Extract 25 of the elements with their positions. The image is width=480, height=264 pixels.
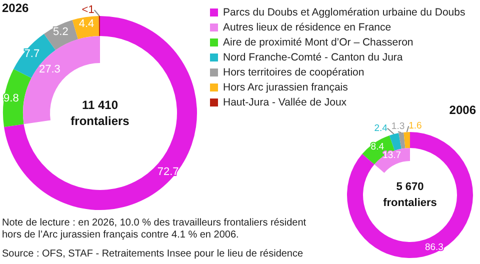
data-label: 2.4 <box>374 122 388 134</box>
data-label: 4.4 <box>78 18 94 30</box>
legend-label: Hors Arc jurassien français <box>223 82 348 94</box>
data-label: <1 <box>82 4 94 16</box>
chart-title: 2006 <box>449 103 476 117</box>
data-label: 86.3 <box>424 242 444 254</box>
chart-title: 2026 <box>2 1 30 15</box>
data-label: 8.4 <box>370 142 384 153</box>
data-label: 5.2 <box>53 26 68 38</box>
legend-label: Haut-Jura - Vallée de Joux <box>223 96 348 108</box>
legend-label: Nord Franche-Comté - Canton du Jura <box>223 52 403 64</box>
legend-label: Hors territoires de coopération <box>223 66 364 78</box>
text: 5 670 frontaliers <box>383 181 437 209</box>
data-label: 27.3 <box>38 63 60 76</box>
data-label: 9.8 <box>4 92 19 104</box>
legend-label: Parcs du Doubs et Agglomération urbaine du Doubs <box>223 6 466 18</box>
legend-label: Aire de proximité Mont d’Or – Chasseron <box>223 36 414 48</box>
data-label: 7.7 <box>24 48 40 60</box>
text: 11 410 frontaliers <box>70 98 130 128</box>
data-label: 1.6 <box>408 120 422 132</box>
data-label: 13.7 <box>382 150 402 161</box>
legend-label: Autres lieux de résidence en France <box>223 22 392 34</box>
source-note: Source : OFS, STAF - Retraitements Insee pour le lieu de résidence <box>2 248 304 260</box>
data-label: 1.3 <box>391 121 405 132</box>
text: Note de lecture : en 2026, 10.0 % des travailleurs frontaliers résident hors de l’Arc jurassien français contre 4.1 % en 2006. <box>2 218 309 240</box>
